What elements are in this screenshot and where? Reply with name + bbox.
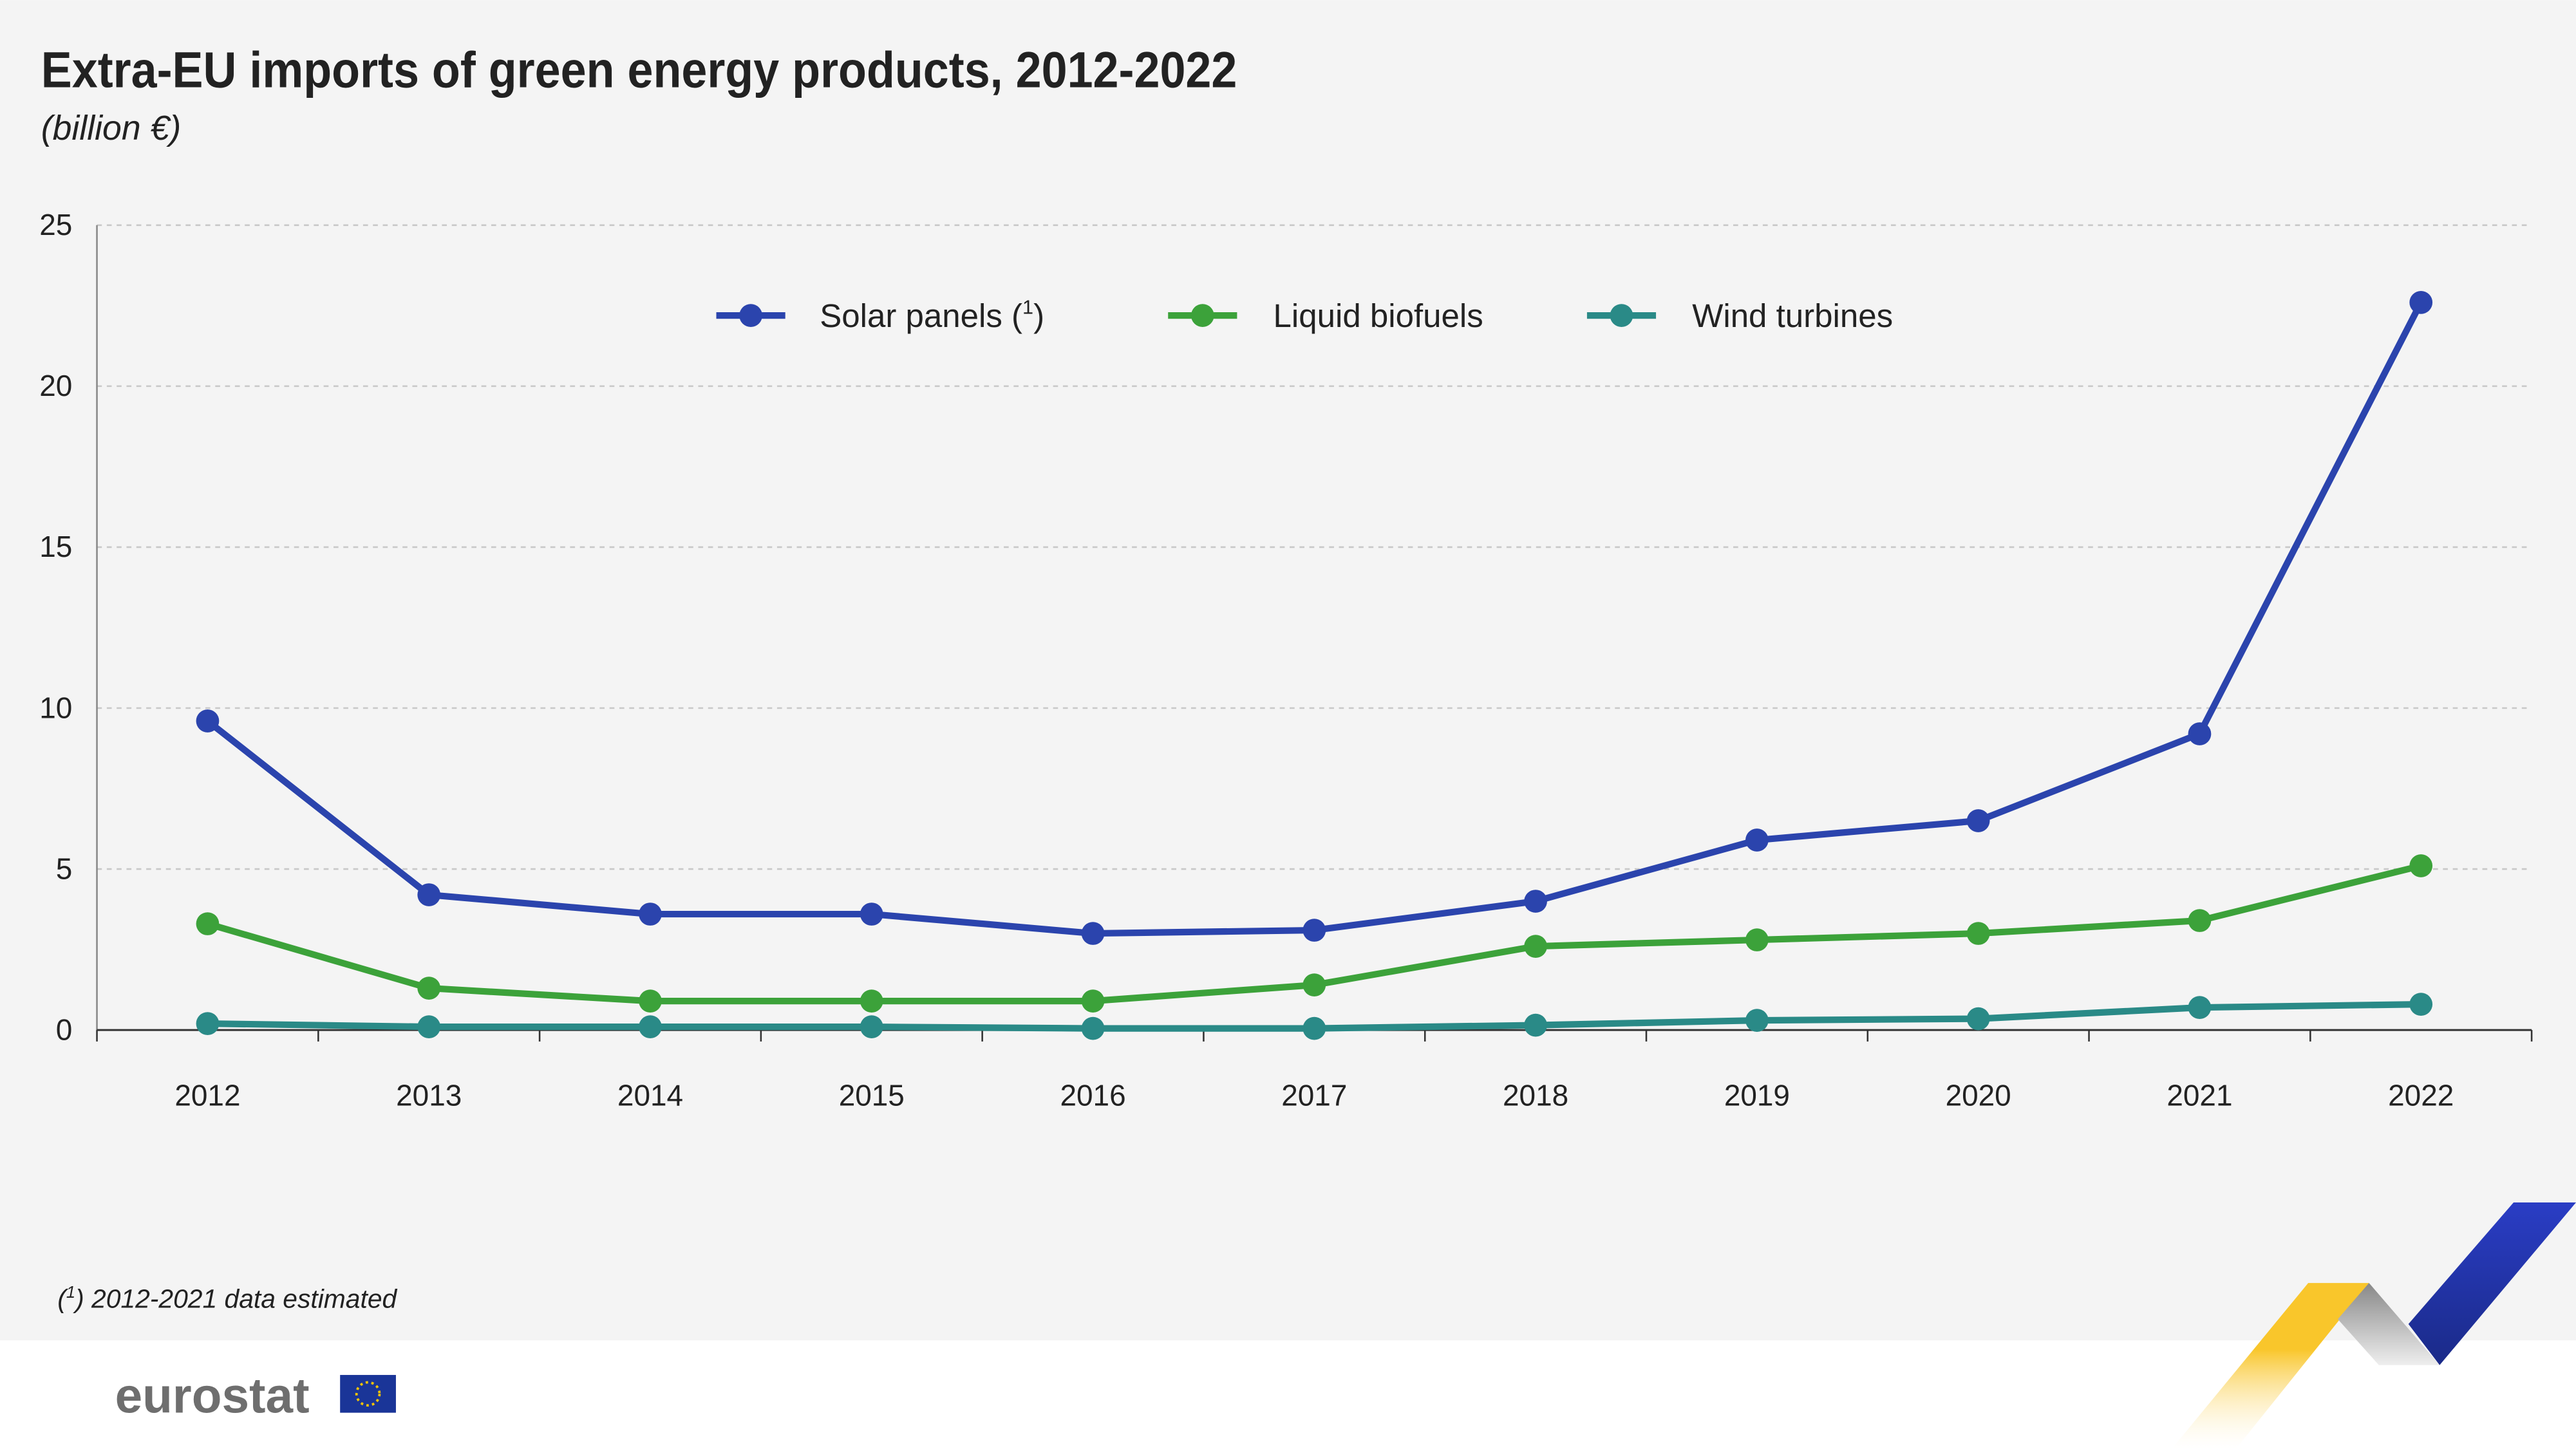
decorative-ribbon <box>2172 1202 2576 1449</box>
eurostat-logo: eurostat <box>115 1369 396 1424</box>
data-point <box>860 989 883 1013</box>
legend-label-wind: Wind turbines <box>1692 297 1893 334</box>
legend-marker-biofuels <box>1190 304 1214 327</box>
chart-background <box>0 0 2576 1341</box>
data-point <box>1081 989 1105 1013</box>
footnote: (1) 2012-2021 data estimated <box>57 1284 397 1313</box>
legend-label-biofuels: Liquid biofuels <box>1274 297 1483 334</box>
x-tick-label: 2017 <box>1281 1078 1347 1112</box>
legend-label-solar: Solar panels (1) <box>820 297 1044 334</box>
data-point <box>1524 935 1547 958</box>
y-tick-label: 25 <box>39 208 72 241</box>
legend: Solar panels (1) Liquid biofuels Wind tu… <box>716 297 1893 334</box>
data-point <box>417 1015 441 1038</box>
y-tick-label: 0 <box>56 1013 73 1046</box>
x-tick-label: 2018 <box>1503 1078 1568 1112</box>
data-point <box>196 709 220 733</box>
data-point <box>2188 909 2212 932</box>
chart-title: Extra-EU imports of green energy product… <box>41 41 1237 98</box>
data-point <box>1745 928 1769 951</box>
data-point <box>417 883 441 906</box>
y-tick-label: 5 <box>56 852 73 885</box>
legend-marker-wind <box>1610 304 1633 327</box>
svg-text:eurostat: eurostat <box>115 1369 310 1424</box>
x-tick-label: 2022 <box>2388 1078 2454 1112</box>
x-tick-label: 2020 <box>1946 1078 2011 1112</box>
y-tick-label: 15 <box>39 530 72 563</box>
x-tick-label: 2021 <box>2167 1078 2232 1112</box>
data-point <box>1524 1013 1547 1037</box>
data-point <box>2409 290 2433 314</box>
x-tick-label: 2014 <box>617 1078 683 1112</box>
data-point <box>1745 1009 1769 1032</box>
data-point <box>1302 919 1326 942</box>
data-point <box>639 1015 662 1038</box>
data-point <box>1966 1007 1990 1031</box>
data-point <box>1745 828 1769 852</box>
data-point <box>1966 809 1990 832</box>
data-point <box>1081 922 1105 945</box>
data-point <box>196 1012 220 1035</box>
y-tick-label: 20 <box>39 369 72 402</box>
x-tick-label: 2013 <box>396 1078 462 1112</box>
x-tick-label: 2012 <box>174 1078 240 1112</box>
data-point <box>2188 996 2212 1019</box>
footer-background <box>0 1340 2576 1449</box>
data-point <box>639 902 662 926</box>
data-point <box>2409 993 2433 1016</box>
chart-subtitle: (billion €) <box>41 109 181 147</box>
data-point <box>639 989 662 1013</box>
data-point <box>1302 1016 1326 1040</box>
data-point <box>1524 890 1547 913</box>
x-tick-label: 2015 <box>839 1078 905 1112</box>
data-point <box>1081 1016 1105 1040</box>
eu-flag-icon <box>340 1374 396 1413</box>
legend-marker-solar <box>739 304 762 327</box>
data-point <box>1302 973 1326 996</box>
y-tick-label: 10 <box>39 691 72 724</box>
data-point <box>196 912 220 935</box>
data-point <box>1966 922 1990 945</box>
x-tick-label: 2016 <box>1060 1078 1125 1112</box>
data-point <box>860 902 883 926</box>
data-point <box>2188 722 2212 745</box>
data-point <box>860 1015 883 1038</box>
data-point <box>2409 854 2433 877</box>
data-point <box>417 977 441 1000</box>
x-tick-label: 2019 <box>1724 1078 1790 1112</box>
